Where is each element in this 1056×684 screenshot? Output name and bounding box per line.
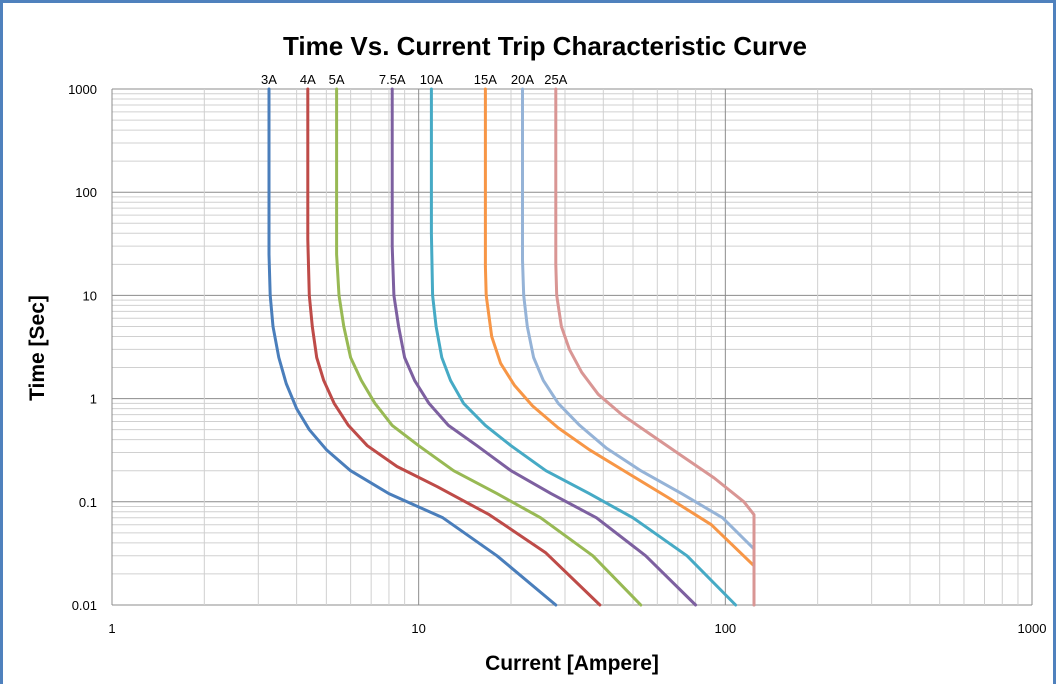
series-labels: 3A 4A 5A 7.5A 10A 15A 20A 25A [261, 72, 568, 87]
series-line-10A [429, 87, 738, 607]
series-line-7-5A [390, 87, 698, 607]
series-label-5A: 5A [329, 72, 345, 87]
x-tick-label: 1000 [1018, 621, 1047, 636]
tick-labels: 1000 100 10 1 0.1 0.01 1 10 100 1000 [68, 82, 1046, 636]
y-tick-label: 0.01 [72, 598, 97, 613]
series-line-15A [483, 87, 756, 607]
series-line-20A [521, 87, 756, 607]
x-tick-label: 10 [411, 621, 425, 636]
series-label-10A: 10A [420, 72, 443, 87]
series-label-25A: 25A [544, 72, 567, 87]
y-tick-label: 10 [83, 288, 97, 303]
series-label-7-5A: 7.5A [379, 72, 406, 87]
series-label-4A: 4A [300, 72, 316, 87]
x-tick-label: 1 [108, 621, 115, 636]
series-label-20A: 20A [511, 72, 534, 87]
y-axis-label: Time [Sec] [26, 295, 49, 401]
series-label-15A: 15A [474, 72, 497, 87]
y-tick-label: 1000 [68, 82, 97, 97]
chart-title: Time Vs. Current Trip Characteristic Cur… [283, 31, 807, 61]
x-tick-label: 100 [714, 621, 736, 636]
series-line-3A [267, 87, 558, 607]
series-line-25A [554, 87, 756, 607]
series-line-4A [306, 87, 602, 607]
y-tick-label: 1 [90, 392, 97, 407]
series-line-5A [335, 87, 643, 607]
grid [111, 88, 1033, 606]
series-label-3A: 3A [261, 72, 277, 87]
series-lines [267, 87, 756, 607]
y-tick-label: 0.1 [79, 495, 97, 510]
x-axis-label: Current [Ampere] [485, 652, 659, 675]
y-tick-label: 100 [75, 185, 97, 200]
